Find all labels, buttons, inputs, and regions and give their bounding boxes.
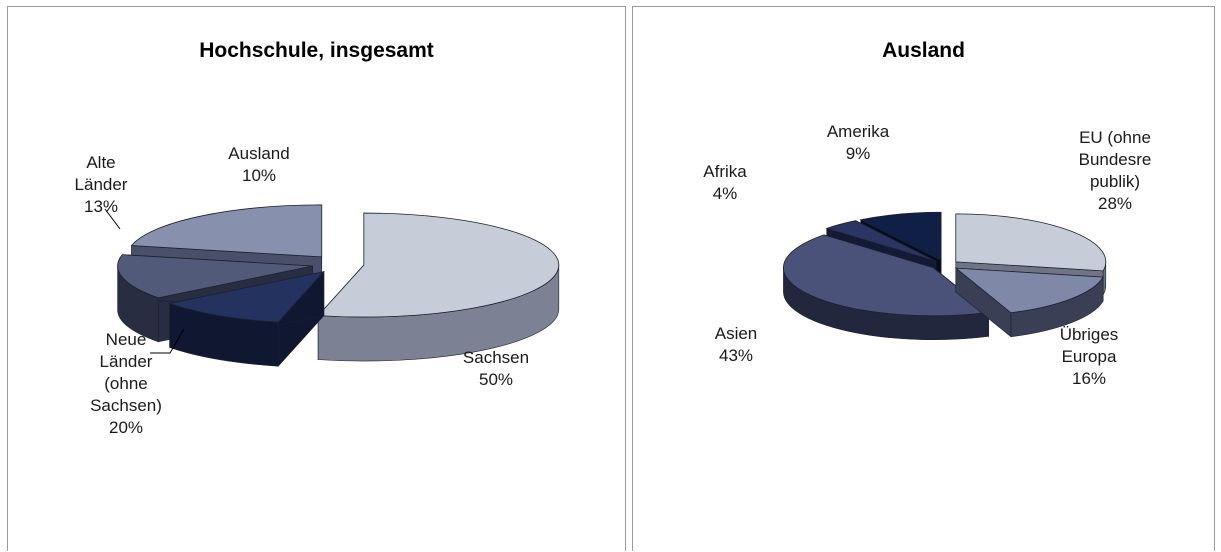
data-label-ausland: Ausland 10% [228, 144, 289, 185]
chart-panel-ausland: Ausland EU (ohne Bundesre publik) 28% Übrige… [632, 6, 1215, 551]
chart-title-hochschule: Hochschule, insgesamt [199, 39, 434, 62]
data-label-afrika: Afrika 4% [703, 162, 747, 203]
data-label-amerika: Amerika 9% [827, 122, 890, 163]
pie-slice-asien [783, 234, 990, 341]
pie-slice-sachsen [317, 212, 560, 362]
chart-title-ausland: Ausland [882, 39, 965, 62]
pie-slice-ausland [168, 270, 325, 367]
pie-slice-übriges-europa [954, 267, 1104, 338]
pie-chart-hochschule: Sachsen 50% Ausland 10% Alte Länder 13% Neue Län… [75, 144, 560, 437]
data-label-sachsen: Sachsen 50% [463, 348, 529, 389]
chart-panel-hochschule: Hochschule, insgesamt Sachsen 50% Ausland 1… [7, 6, 626, 551]
data-label-alte-länder: Alte Länder 13% [75, 153, 128, 216]
data-label-asien: Asien 43% [715, 324, 758, 365]
data-label-übriges-europa: Übriges Europa 16% [1060, 325, 1119, 388]
data-label-eu-ohne-bundesre-publik: EU (ohne Bundesre publik) 28% [1079, 128, 1152, 213]
data-label-neue-länder-ohne-sachsen: Neue Länder (ohne Sachsen) 20% [90, 330, 162, 437]
pie-chart-ausland: EU (ohne Bundesre publik) 28% Übriges Europa 1… [703, 122, 1152, 388]
leader-line-alte-länder [104, 208, 121, 230]
leader-line-neue-länder-ohne-sachsen [150, 328, 185, 354]
